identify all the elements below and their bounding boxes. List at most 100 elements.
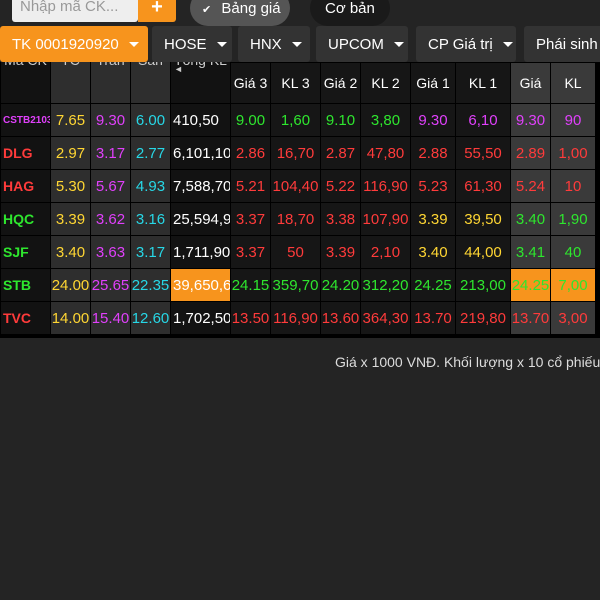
price-cell: 5.30 bbox=[51, 170, 90, 202]
symbol: HQC bbox=[1, 203, 50, 235]
column-header: Sàn bbox=[131, 62, 170, 103]
price-cell: 24.00 bbox=[51, 269, 90, 301]
price-cell: 410,50 bbox=[171, 104, 230, 136]
column-header: Giá 1 bbox=[411, 63, 455, 103]
price-cell: 7,588,70 bbox=[171, 170, 230, 202]
price-cell: 3.39 bbox=[411, 203, 455, 235]
footer-note: Giá x 1000 VNĐ. Khối lượng x 10 cổ phiếu bbox=[335, 354, 600, 370]
price-cell: 55,50 bbox=[456, 137, 510, 169]
price-cell: 1,60 bbox=[271, 104, 320, 136]
price-cell: 14.00 bbox=[51, 302, 90, 334]
price-cell: 9.30 bbox=[411, 104, 455, 136]
market-select[interactable]: Phái sinh bbox=[524, 26, 600, 62]
price-cell: 5.22 bbox=[321, 170, 360, 202]
price-cell: 6,10 bbox=[456, 104, 510, 136]
add-button[interactable]: + bbox=[138, 0, 176, 22]
price-cell: 5.23 bbox=[411, 170, 455, 202]
symbol: SJF bbox=[1, 236, 50, 268]
tab-label: Bảng giá bbox=[221, 0, 281, 17]
price-cell: 3.38 bbox=[321, 203, 360, 235]
account-select[interactable]: TK 0001920920 bbox=[0, 26, 148, 62]
tab[interactable]: Cơ bản bbox=[310, 0, 390, 26]
price-cell: 3.40 bbox=[511, 203, 550, 235]
market-select[interactable]: HNX bbox=[238, 26, 310, 62]
symbol: STB bbox=[1, 269, 50, 301]
price-cell: 359,70 bbox=[271, 269, 320, 301]
price-cell: 312,20 bbox=[361, 269, 410, 301]
price-cell: 10 bbox=[551, 170, 595, 202]
price-cell: 2.77 bbox=[131, 137, 170, 169]
price-cell: 3.40 bbox=[411, 236, 455, 268]
price-cell: 3.41 bbox=[511, 236, 550, 268]
price-cell: 18,70 bbox=[271, 203, 320, 235]
price-cell: 4.93 bbox=[131, 170, 170, 202]
market-select[interactable]: UPCOM bbox=[316, 26, 408, 62]
column-header: Giá bbox=[511, 63, 550, 103]
symbol: HAG bbox=[1, 170, 50, 202]
price-cell: 2.87 bbox=[321, 137, 360, 169]
price-cell: 5.67 bbox=[91, 170, 130, 202]
column-header: KL 2 bbox=[361, 63, 410, 103]
price-cell: 2.89 bbox=[511, 137, 550, 169]
price-cell: 13.70 bbox=[511, 302, 550, 334]
price-cell: 9.10 bbox=[321, 104, 360, 136]
column-header: Giá 2 bbox=[321, 63, 360, 103]
price-cell: 104,40 bbox=[271, 170, 320, 202]
check-icon: ✔ bbox=[202, 4, 212, 16]
price-cell: 24.25 bbox=[511, 269, 550, 301]
price-cell: 90 bbox=[551, 104, 595, 136]
price-cell: 50 bbox=[271, 236, 320, 268]
price-cell: 3,00 bbox=[551, 302, 595, 334]
column-header: Trần bbox=[91, 62, 130, 103]
price-cell: 24.15 bbox=[231, 269, 270, 301]
price-cell: 116,90 bbox=[361, 170, 410, 202]
price-cell: 13.60 bbox=[321, 302, 360, 334]
price-cell: 5.21 bbox=[231, 170, 270, 202]
price-cell: 107,90 bbox=[361, 203, 410, 235]
market-select[interactable]: HOSE bbox=[152, 26, 232, 62]
price-cell: 13.50 bbox=[231, 302, 270, 334]
price-cell: 22.35 bbox=[131, 269, 170, 301]
search-input[interactable]: Nhập mã CK... bbox=[12, 0, 138, 22]
price-cell: 47,80 bbox=[361, 137, 410, 169]
price-cell: 3.40 bbox=[51, 236, 90, 268]
price-cell: 9.30 bbox=[91, 104, 130, 136]
price-cell: 3.63 bbox=[91, 236, 130, 268]
price-cell: 44,00 bbox=[456, 236, 510, 268]
price-cell: 3.39 bbox=[51, 203, 90, 235]
price-cell: 5.24 bbox=[511, 170, 550, 202]
price-cell: 6.00 bbox=[131, 104, 170, 136]
price-cell: 39,50 bbox=[456, 203, 510, 235]
price-cell: 24.25 bbox=[411, 269, 455, 301]
market-select[interactable]: CP Giá trị bbox=[416, 26, 516, 62]
price-cell: 12.60 bbox=[131, 302, 170, 334]
symbol: TVC bbox=[1, 302, 50, 334]
price-cell: 219,80 bbox=[456, 302, 510, 334]
price-cell: 1,00 bbox=[551, 137, 595, 169]
price-cell: 7,00 bbox=[551, 269, 595, 301]
price-cell: 40 bbox=[551, 236, 595, 268]
column-header: KL 3 bbox=[271, 63, 320, 103]
symbol: CSTB2103 bbox=[1, 104, 50, 136]
price-cell: 3.17 bbox=[131, 236, 170, 268]
price-cell: 39,650,6 bbox=[171, 269, 230, 301]
price-cell: 1,90 bbox=[551, 203, 595, 235]
price-cell: 213,00 bbox=[456, 269, 510, 301]
price-cell: 2.97 bbox=[51, 137, 90, 169]
price-cell: 24.20 bbox=[321, 269, 360, 301]
price-cell: 25,594,9 bbox=[171, 203, 230, 235]
price-cell: 13.70 bbox=[411, 302, 455, 334]
column-header: Giá 3 bbox=[231, 63, 270, 103]
tab-active[interactable]: ✔ Bảng giá bbox=[190, 0, 290, 26]
price-cell: 116,90 bbox=[271, 302, 320, 334]
price-cell: 2,10 bbox=[361, 236, 410, 268]
price-cell: 3.39 bbox=[321, 236, 360, 268]
price-cell: 2.88 bbox=[411, 137, 455, 169]
price-cell: 364,30 bbox=[361, 302, 410, 334]
column-header: Tổng KL bbox=[171, 62, 230, 103]
price-cell: 3.37 bbox=[231, 236, 270, 268]
price-cell: 3,80 bbox=[361, 104, 410, 136]
price-cell: 3.17 bbox=[91, 137, 130, 169]
